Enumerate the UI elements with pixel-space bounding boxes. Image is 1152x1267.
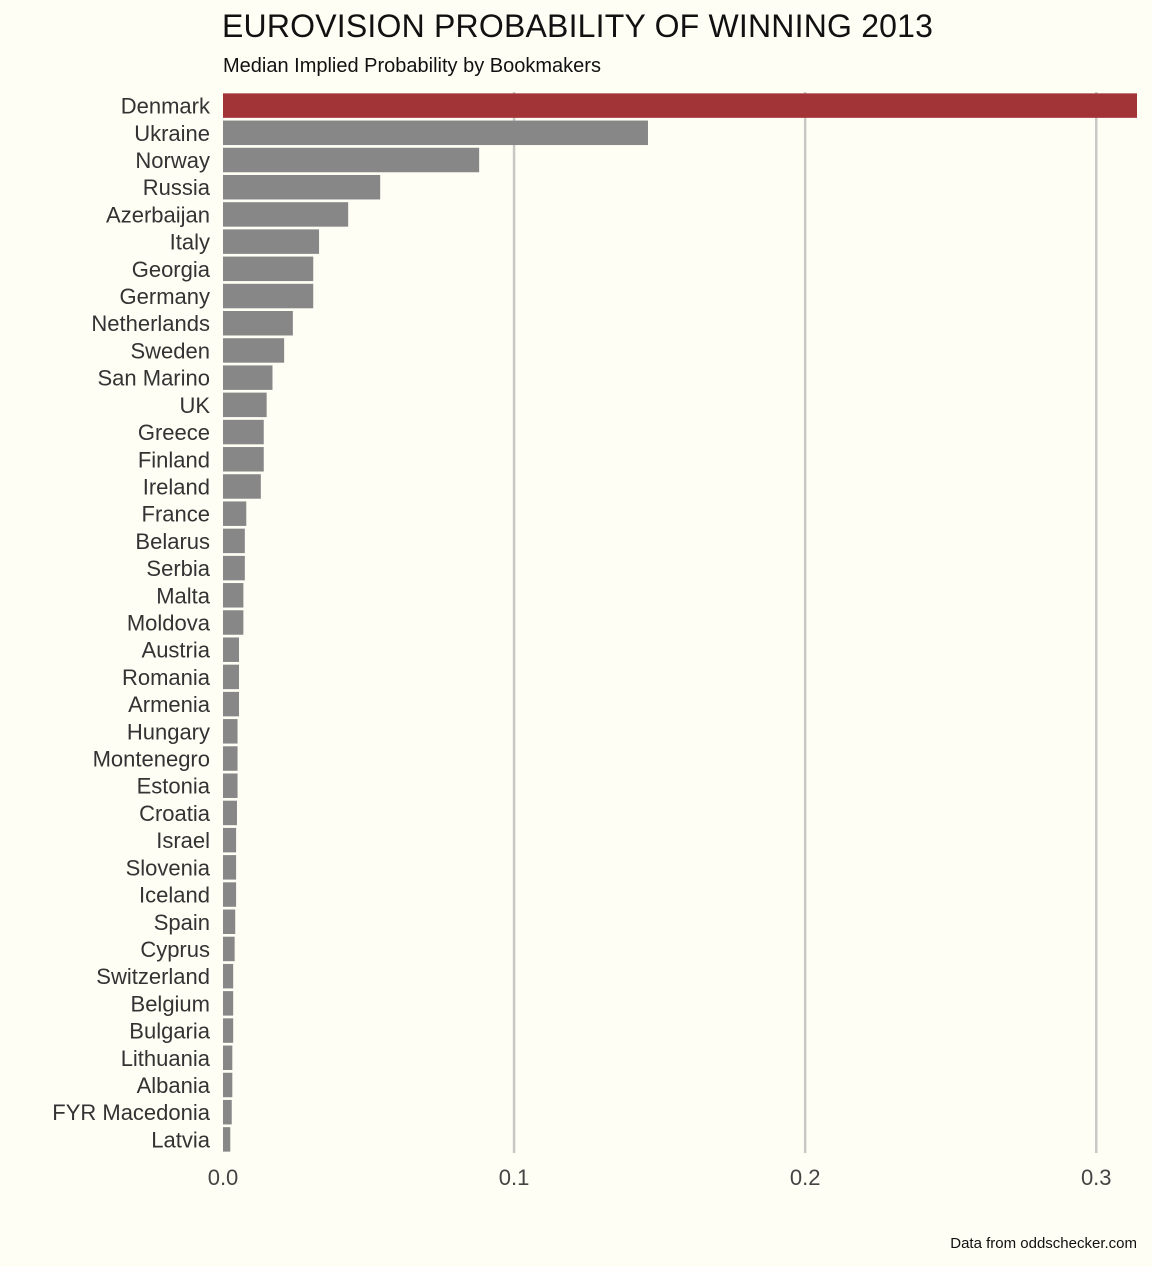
bar xyxy=(223,936,235,962)
bar xyxy=(223,419,264,445)
bar xyxy=(223,229,320,254)
category-label: Ireland xyxy=(143,474,210,499)
category-label: Norway xyxy=(135,148,210,173)
bar xyxy=(223,202,349,227)
bar xyxy=(223,147,480,173)
category-label: Denmark xyxy=(121,94,211,119)
category-label: Hungary xyxy=(127,719,210,744)
category-label: France xyxy=(142,502,210,527)
bar xyxy=(223,800,237,826)
bar xyxy=(223,447,264,472)
category-label: Moldova xyxy=(127,611,211,636)
chart-title: EUROVISION PROBABILITY OF WINNING 2013 xyxy=(222,8,934,44)
category-label: Latvia xyxy=(151,1127,210,1152)
x-tick-labels: 0.0 0.1 0.2 0.3 xyxy=(208,1165,1112,1190)
bar xyxy=(223,1127,231,1152)
category-label: Armenia xyxy=(128,692,211,717)
bar xyxy=(223,719,238,744)
bar xyxy=(223,501,247,526)
category-label: Malta xyxy=(156,583,211,608)
category-label: Romania xyxy=(122,665,211,690)
bar xyxy=(223,528,245,554)
bars xyxy=(223,93,1137,1152)
category-label: San Marino xyxy=(97,366,210,391)
bar xyxy=(223,1072,233,1098)
bar xyxy=(223,827,237,853)
bar xyxy=(223,555,245,581)
bar xyxy=(223,338,285,363)
category-label: Bulgaria xyxy=(129,1019,210,1044)
bar xyxy=(223,746,238,771)
bar xyxy=(223,256,314,282)
category-label: Belarus xyxy=(135,529,210,554)
category-label: Russia xyxy=(143,175,211,200)
x-tick-label: 0.0 xyxy=(208,1165,239,1190)
category-label: Germany xyxy=(120,284,210,309)
gridlines xyxy=(512,92,1098,1153)
category-label: FYR Macedonia xyxy=(52,1100,211,1125)
bar xyxy=(223,610,244,635)
category-label: Azerbaijan xyxy=(106,202,210,227)
category-label: Italy xyxy=(170,230,210,255)
bar xyxy=(223,637,240,662)
bar xyxy=(223,283,314,309)
x-tick-label: 0.1 xyxy=(499,1165,530,1190)
bar xyxy=(223,909,236,934)
bar xyxy=(223,882,237,907)
category-label: Lithuania xyxy=(121,1046,211,1071)
category-label: Albania xyxy=(137,1073,211,1098)
category-label: Ukraine xyxy=(134,121,210,146)
bar xyxy=(223,664,240,690)
category-label: Finland xyxy=(138,447,210,472)
category-label: Georgia xyxy=(132,257,211,282)
category-label: Netherlands xyxy=(91,311,210,336)
bar xyxy=(223,583,244,608)
bar xyxy=(223,93,1137,118)
bar xyxy=(223,392,267,418)
x-tick-label: 0.2 xyxy=(790,1165,821,1190)
category-label: Cyprus xyxy=(140,937,210,962)
bar xyxy=(223,1045,233,1071)
chart-subtitle: Median Implied Probability by Bookmakers xyxy=(223,55,601,77)
category-label: Croatia xyxy=(139,801,211,826)
bar xyxy=(223,773,238,798)
bar xyxy=(223,474,261,499)
bar xyxy=(223,691,240,717)
bar xyxy=(223,1018,234,1043)
category-label: UK xyxy=(179,393,210,418)
category-label: Serbia xyxy=(146,556,210,581)
bar xyxy=(223,855,237,880)
x-tick-label: 0.3 xyxy=(1081,1165,1112,1190)
category-label: Spain xyxy=(154,910,210,935)
source-note: Data from oddschecker.com xyxy=(950,1235,1137,1252)
category-label: Slovenia xyxy=(126,855,211,880)
bar xyxy=(223,365,273,390)
bar xyxy=(223,991,234,1016)
bar xyxy=(223,963,234,989)
category-label: Israel xyxy=(156,828,210,853)
category-label: Estonia xyxy=(137,774,211,799)
category-label: Austria xyxy=(142,638,211,663)
bar xyxy=(223,311,293,336)
category-label: Switzerland xyxy=(96,964,210,989)
bar xyxy=(223,1099,232,1125)
category-label: Iceland xyxy=(139,883,210,908)
category-label: Belgium xyxy=(131,991,210,1016)
bar xyxy=(223,174,381,200)
bar xyxy=(223,120,648,146)
category-label: Sweden xyxy=(130,338,210,363)
category-label: Greece xyxy=(138,420,210,445)
category-label: Montenegro xyxy=(93,747,210,772)
